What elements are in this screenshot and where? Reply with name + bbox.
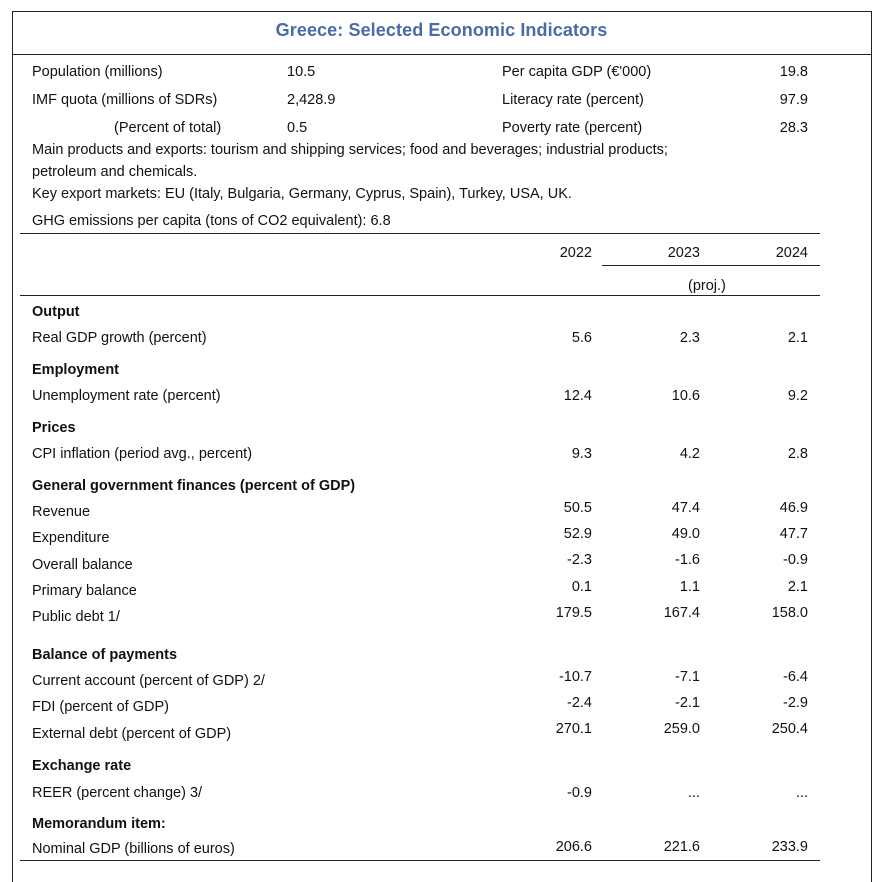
value-2022: 12.4 bbox=[563, 388, 592, 404]
row-label: Unemployment rate (percent) bbox=[32, 388, 221, 404]
value-2023: 1.1 bbox=[679, 579, 700, 595]
value-2023: 10.6 bbox=[671, 388, 700, 404]
row-label: Real GDP growth (percent) bbox=[32, 330, 207, 346]
value-2023: 2.3 bbox=[679, 330, 700, 346]
gdp-per-capita-value: 19.8 bbox=[779, 64, 808, 80]
value-2023: 259.0 bbox=[663, 721, 700, 737]
col-2023: 2023 bbox=[667, 245, 700, 261]
table-title: Greece: Selected Economic Indicators bbox=[275, 20, 608, 40]
ghg-emissions: GHG emissions per capita (tons of CO2 eq… bbox=[32, 213, 391, 229]
value-2022: 5.6 bbox=[571, 330, 592, 346]
title-divider bbox=[12, 54, 871, 55]
col-2024: 2024 bbox=[775, 245, 808, 261]
population-label: Population (millions) bbox=[32, 64, 163, 80]
value-2024: 250.4 bbox=[771, 721, 808, 737]
value-2024: -2.9 bbox=[783, 695, 808, 711]
value-2024: 2.8 bbox=[787, 446, 808, 462]
value-2022: -2.4 bbox=[567, 695, 592, 711]
value-2022: 0.1 bbox=[571, 579, 592, 595]
products-line-1: Main products and exports: tourism and s… bbox=[32, 142, 668, 158]
value-2022: 179.5 bbox=[555, 605, 592, 621]
value-2022: 50.5 bbox=[563, 500, 592, 516]
row-label: REER (percent change) 3/ bbox=[32, 785, 203, 801]
value-2024: -6.4 bbox=[783, 669, 808, 685]
header-divider bbox=[20, 295, 820, 296]
table-bottom-rule bbox=[20, 860, 820, 861]
value-2023: -1.6 bbox=[675, 552, 700, 568]
value-2024: 2.1 bbox=[787, 330, 808, 346]
value-2023: 47.4 bbox=[671, 500, 700, 516]
value-2022: -0.9 bbox=[567, 785, 592, 801]
projection-rule bbox=[602, 265, 820, 266]
quota-percent-value: 0.5 bbox=[287, 120, 308, 136]
row-label: Overall balance bbox=[32, 557, 133, 573]
value-2024: 158.0 bbox=[771, 605, 808, 621]
row-label: External debt (percent of GDP) bbox=[32, 726, 232, 742]
value-2023: 49.0 bbox=[671, 526, 700, 542]
value-2023: -2.1 bbox=[675, 695, 700, 711]
section-prices: Prices bbox=[32, 420, 76, 436]
value-2022: -10.7 bbox=[558, 669, 592, 685]
value-2024: 233.9 bbox=[771, 839, 808, 855]
imf-quota-value: 2,428.9 bbox=[287, 92, 336, 108]
value-2024: 46.9 bbox=[779, 500, 808, 516]
value-2022: -2.3 bbox=[567, 552, 592, 568]
population-value: 10.5 bbox=[287, 64, 316, 80]
projection-label: (proj.) bbox=[688, 278, 726, 294]
row-label: Current account (percent of GDP) 2/ bbox=[32, 673, 265, 689]
row-label: Revenue bbox=[32, 504, 91, 520]
value-2024: 2.1 bbox=[787, 579, 808, 595]
row-label: Nominal GDP (billions of euros) bbox=[32, 841, 235, 857]
poverty-value: 28.3 bbox=[779, 120, 808, 136]
value-2023: 4.2 bbox=[679, 446, 700, 462]
imf-quota-label: IMF quota (millions of SDRs) bbox=[32, 92, 218, 108]
literacy-value: 97.9 bbox=[779, 92, 808, 108]
row-label: Public debt 1/ bbox=[32, 609, 120, 625]
value-2024: -0.9 bbox=[783, 552, 808, 568]
value-2023: ... bbox=[687, 785, 700, 801]
section-balance-of-payments: Balance of payments bbox=[32, 647, 178, 663]
value-2023: 221.6 bbox=[663, 839, 700, 855]
gdp-per-capita-label: Per capita GDP (€'000) bbox=[502, 64, 652, 80]
value-2022: 9.3 bbox=[571, 446, 592, 462]
row-label: FDI (percent of GDP) bbox=[32, 699, 169, 715]
export-markets: Key export markets: EU (Italy, Bulgaria,… bbox=[32, 186, 572, 202]
info-divider bbox=[20, 233, 820, 234]
value-2022: 270.1 bbox=[555, 721, 592, 737]
poverty-label: Poverty rate (percent) bbox=[502, 120, 643, 136]
section-memorandum: Memorandum item: bbox=[32, 816, 166, 832]
section-exchange-rate: Exchange rate bbox=[32, 758, 132, 774]
literacy-label: Literacy rate (percent) bbox=[502, 92, 644, 108]
value-2024: ... bbox=[795, 785, 808, 801]
row-label: Primary balance bbox=[32, 583, 137, 599]
row-label: CPI inflation (period avg., percent) bbox=[32, 446, 253, 462]
products-line-2: petroleum and chemicals. bbox=[32, 164, 198, 180]
col-2022: 2022 bbox=[559, 245, 592, 261]
value-2023: 167.4 bbox=[663, 605, 700, 621]
table-frame bbox=[12, 11, 872, 882]
value-2022: 52.9 bbox=[563, 526, 592, 542]
section-output: Output bbox=[32, 304, 80, 320]
value-2022: 206.6 bbox=[555, 839, 592, 855]
section-government: General government finances (percent of … bbox=[32, 478, 356, 494]
value-2024: 47.7 bbox=[779, 526, 808, 542]
value-2023: -7.1 bbox=[675, 669, 700, 685]
value-2024: 9.2 bbox=[787, 388, 808, 404]
row-label: Expenditure bbox=[32, 530, 110, 546]
quota-percent-label: (Percent of total) bbox=[114, 120, 222, 136]
section-employment: Employment bbox=[32, 362, 120, 378]
